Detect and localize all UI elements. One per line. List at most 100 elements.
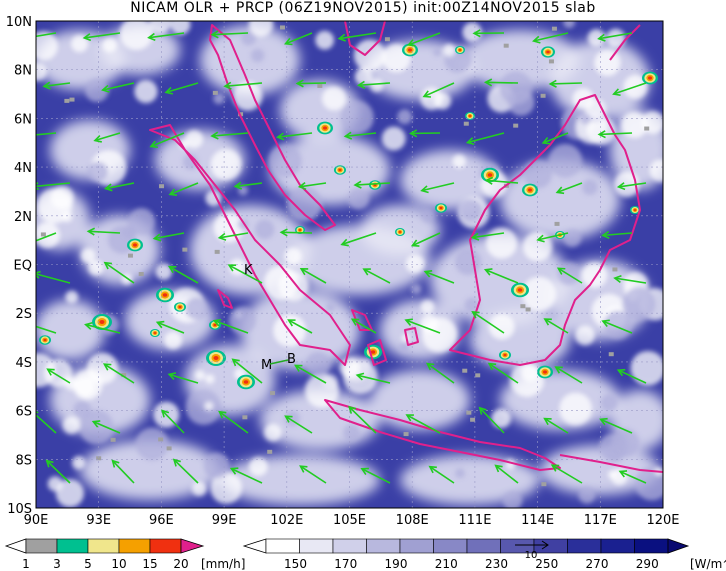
wind-vector [229, 467, 263, 484]
wind-vector [536, 232, 569, 243]
cloud-speck [185, 297, 208, 320]
precip-light [470, 417, 476, 422]
wind-vector [223, 81, 263, 90]
olr-bar-segment [634, 538, 669, 554]
lon-label: 99E [212, 513, 237, 528]
cloud-speck [36, 353, 56, 388]
cloud-speck [304, 373, 340, 408]
cloud-speck [523, 159, 553, 189]
precip-tick-label: 10 [111, 557, 126, 571]
cloud-speck [86, 352, 119, 385]
cloud-speck [232, 81, 263, 111]
wind-vector [410, 232, 441, 247]
cloud-speck [65, 290, 79, 304]
cloud-speck [433, 48, 442, 57]
wind-vector [425, 362, 455, 384]
precip-cell-core [458, 49, 462, 51]
precip-light [475, 373, 481, 378]
wind-vector [231, 358, 263, 384]
wind-vector [355, 372, 391, 384]
lon-label: 96E [149, 513, 174, 528]
cloud-speck [210, 472, 243, 504]
precip-light [121, 372, 127, 377]
wind-vector [102, 363, 135, 384]
cloud-speck [74, 377, 95, 397]
cloud-speck [195, 370, 206, 381]
cloud-speck [381, 126, 406, 151]
precip-light [214, 249, 220, 254]
olr-bar-segment [399, 538, 434, 554]
wind-vector [101, 82, 135, 93]
lat-label: 6S [15, 405, 32, 420]
cloud-speck [84, 78, 109, 102]
olr-tick-label: 210 [435, 557, 458, 571]
cloud-blob [370, 370, 470, 430]
wind-vector [45, 459, 71, 484]
station-label-m: M [261, 358, 272, 373]
cloud-speck [452, 154, 466, 169]
precip-bar-segment [149, 538, 182, 554]
wind-vector [465, 132, 505, 146]
cloud-speck [55, 479, 85, 508]
wind-vector [612, 82, 647, 97]
precip-cell-core [213, 356, 219, 360]
wind-vector [618, 470, 647, 484]
cloud-speck [462, 22, 482, 42]
cloud-speck [36, 31, 58, 61]
wind-vector [343, 131, 377, 140]
cloud-speck [71, 456, 86, 470]
precip-light [166, 446, 172, 451]
cloud-speck [149, 21, 172, 34]
precip-light [384, 37, 390, 42]
cloud-blob [80, 440, 220, 500]
precip-cell-core [133, 243, 137, 247]
cloud-speck [369, 78, 384, 93]
cloud-speck [411, 283, 422, 295]
wind-vector [210, 131, 249, 140]
olr-tick-label: 190 [385, 557, 408, 571]
cloud-speck [71, 35, 89, 53]
coast-nias [217, 289, 233, 309]
cloud-speck [88, 260, 104, 276]
wind-vector [299, 465, 327, 484]
cloud-speck [61, 211, 73, 223]
wind-vector [104, 182, 135, 192]
olr-bar-segment [332, 538, 367, 554]
precip-bar-segment [56, 538, 89, 554]
coast-philippines [609, 24, 641, 61]
vector-reference-label: 10 [525, 550, 538, 561]
precip-tick-label: 5 [84, 557, 92, 571]
wind-vector [167, 372, 199, 384]
wind-vector [279, 228, 313, 237]
wind-vector [155, 320, 185, 334]
lat-label: 10N [6, 15, 32, 30]
cloud-blob [100, 25, 180, 75]
wind-vector [543, 417, 569, 434]
precip-light [541, 482, 547, 487]
precip-light [158, 437, 164, 442]
cloud-speck [343, 359, 378, 395]
wind-vector [103, 261, 135, 284]
cloud-speck [464, 297, 480, 313]
lon-label: 105E [333, 513, 366, 528]
wind-vector [233, 181, 263, 190]
precip-cell-core [528, 188, 532, 192]
lat-label: 4S [15, 356, 32, 371]
cloud-speck [213, 93, 225, 105]
wind-vector [556, 267, 583, 284]
wind-vector [299, 268, 327, 284]
wind-vector [405, 414, 441, 434]
longitude-labels: 90E 93E 96E 99E 102E 105E 108E 111E 114E 117E 120E [24, 513, 680, 528]
wind-vector [36, 132, 57, 136]
cloud-speck [340, 100, 374, 135]
precip-light [525, 307, 531, 312]
cloud-speck [354, 67, 373, 86]
coast-bangka [367, 339, 387, 366]
wind-vector [42, 81, 71, 90]
cloud-speck [47, 476, 63, 492]
cloud-speck [420, 299, 435, 314]
lat-label: 4N [14, 161, 32, 176]
lat-label: 2N [14, 210, 32, 225]
precip-light [463, 121, 469, 126]
olr-bar-segment [433, 538, 468, 554]
